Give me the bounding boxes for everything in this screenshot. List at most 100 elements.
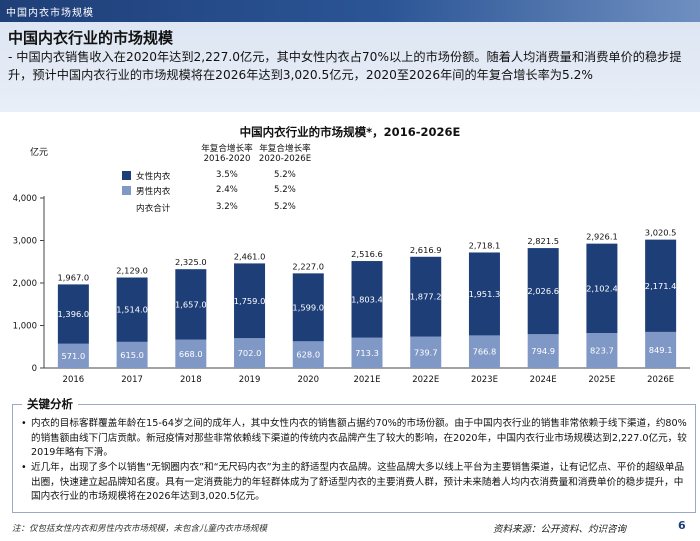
x-tick-label: 2017 — [121, 375, 143, 385]
bar-segment-male — [292, 341, 324, 368]
bar-segment-female — [410, 256, 442, 337]
data-label-male: 702.0 — [238, 348, 262, 358]
key-analysis-box: • 内衣的目标客群覆盖年龄在15-64岁之间的成年人，其中女性内衣的销售额占据约… — [12, 404, 696, 513]
data-label-male: 739.7 — [414, 347, 438, 357]
x-tick-label: 2025E — [588, 375, 615, 385]
total-label: 1,967.0 — [58, 272, 90, 282]
total-label: 3,020.5 — [645, 228, 677, 238]
key-analysis-title: 关键分析 — [22, 396, 78, 412]
legend-label-male: 男性内衣 — [136, 187, 171, 197]
data-label-male: 823.7 — [590, 345, 614, 355]
total-label: 2,821.5 — [527, 236, 559, 246]
data-label-female: 1,803.4 — [351, 294, 383, 304]
total-label: 2,616.9 — [410, 245, 442, 255]
data-label-female: 1,759.0 — [234, 296, 266, 306]
data-label-female: 2,026.6 — [527, 286, 559, 296]
data-label-female: 1,514.0 — [116, 305, 148, 315]
data-label-male: 713.3 — [355, 348, 379, 358]
x-tick-label: 2020 — [297, 375, 319, 385]
summary-box: 中国内衣行业的市场规模 - 中国内衣销售收入在2020年达到2,227.0亿元，… — [0, 22, 700, 112]
cagr-total-2020-2026: 5.2% — [274, 202, 296, 212]
bar-segment-male — [586, 332, 618, 368]
x-tick-label: 2023E — [471, 375, 498, 385]
bar-segment-female — [468, 252, 500, 336]
bar-segment-male — [116, 341, 148, 368]
cagr-male-2020-2026: 5.2% — [274, 185, 296, 195]
data-label-male: 849.1 — [649, 345, 673, 355]
bar-segment-female — [645, 239, 677, 332]
bullet-2: • — [21, 462, 27, 473]
cagr-col1-header-line2: 2016-2020 — [203, 154, 251, 164]
legend-label-female: 女性内衣 — [136, 172, 171, 182]
bar-segment-female — [351, 261, 383, 338]
x-tick-label: 2021E — [353, 375, 380, 385]
cagr-col1-header: 年复合增长率 2016-2020 — [192, 144, 262, 164]
y-tick-label: 1,000 — [13, 322, 37, 332]
bar-segment-female — [57, 284, 89, 344]
footnote: 注：仅包括女性内衣和男性内衣市场规模，未包含儿童内衣市场规模 — [12, 524, 268, 534]
cagr-female-2016-2020: 3.5% — [216, 170, 238, 180]
data-label-female: 1,951.3 — [469, 289, 501, 299]
bullet-1: • — [21, 418, 27, 429]
total-label: 2,325.0 — [175, 257, 207, 267]
cagr-col2-header-line2: 2020-2026E — [258, 154, 312, 164]
cagr-female-2020-2026: 5.2% — [274, 170, 296, 180]
data-label-female: 1,877.2 — [410, 292, 442, 302]
x-tick-label: 2026E — [647, 375, 674, 385]
total-label: 2,718.1 — [469, 240, 501, 250]
bar-segment-male — [351, 337, 383, 368]
x-tick-label: 2018 — [180, 375, 202, 385]
data-label-male: 571.0 — [61, 351, 85, 361]
total-label: 2,461.0 — [234, 251, 266, 261]
bar-segment-male — [645, 331, 677, 368]
analysis-item-2: • 近几年，出现了多个以销售“无钢圈内衣”和“无尺码内衣”为主的舒适型内衣品牌。… — [21, 461, 689, 505]
bar-segment-female — [234, 263, 266, 339]
legend-swatch-female — [122, 171, 131, 180]
bar-segment-female — [292, 273, 324, 342]
data-label-female: 1,396.0 — [58, 309, 90, 319]
stacked-bar-chart: 亿元 0 1,000 2,000 3,000 4,000 571.0 1,396.0 1,967… — [13, 146, 690, 385]
data-label-female: 1,657.0 — [175, 299, 207, 309]
bar-segment-female — [116, 277, 148, 342]
analysis-text-1: 内衣的目标客群覆盖年龄在15-64岁之间的成年人，其中女性内衣的销售额占据约70… — [31, 418, 687, 458]
bar-segment-male — [234, 338, 266, 368]
page-number: 6 — [678, 519, 686, 532]
summary-text: - 中国内衣销售收入在2020年达到2,227.0亿元，其中女性内衣占70%以上… — [8, 50, 682, 82]
data-label-female: 1,599.0 — [292, 302, 324, 312]
x-tick-label: 2024E — [530, 375, 557, 385]
top-bar: 中国内衣市场规模 — [0, 0, 700, 22]
page-title: 中国内衣行业的市场规模 — [8, 29, 174, 47]
analysis-text-2: 近几年，出现了多个以销售“无钢圈内衣”和“无尺码内衣”为主的舒适型内衣品牌。这些… — [31, 462, 685, 502]
y-tick-label: 4,000 — [13, 194, 37, 204]
x-tick-label: 2022E — [412, 375, 439, 385]
data-label-female: 2,102.4 — [586, 283, 618, 293]
bar-segment-female — [527, 248, 559, 335]
total-label: 2,926.1 — [586, 232, 618, 242]
cagr-col2-header: 年复合增长率 2020-2026E — [250, 144, 320, 164]
bar-segment-female — [175, 269, 207, 340]
legend-swatch-male — [122, 186, 131, 195]
source-note: 资料来源：公开资料、灼识咨询 — [493, 524, 627, 535]
total-label: 2,516.6 — [351, 249, 383, 259]
bar-segment-female — [586, 243, 618, 333]
bar-segment-male — [410, 336, 442, 368]
cagr-total-2016-2020: 3.2% — [216, 202, 238, 212]
data-label-male: 766.8 — [473, 347, 497, 357]
data-label-male: 628.0 — [296, 350, 320, 360]
legend-label-total: 内衣合计 — [136, 204, 171, 214]
total-label: 2,129.0 — [116, 266, 148, 276]
chart-title: 中国内衣行业的市场规模*，2016-2026E — [239, 125, 461, 139]
total-label: 2,227.0 — [292, 261, 324, 271]
data-label-male: 615.0 — [120, 350, 144, 360]
data-label-female: 2,171.4 — [645, 281, 677, 291]
data-label-male: 794.9 — [531, 346, 555, 356]
y-tick-label: 3,000 — [13, 237, 37, 247]
y-tick-label: 0 — [32, 364, 37, 374]
bar-segment-male — [175, 339, 207, 368]
analysis-item-1: • 内衣的目标客群覆盖年龄在15-64岁之间的成年人，其中女性内衣的销售额占据约… — [21, 417, 689, 461]
bar-segment-male — [527, 334, 559, 368]
x-tick-label: 2019 — [239, 375, 261, 385]
bar-segment-male — [57, 343, 89, 368]
footer — [0, 514, 700, 541]
cagr-male-2016-2020: 2.4% — [216, 185, 238, 195]
